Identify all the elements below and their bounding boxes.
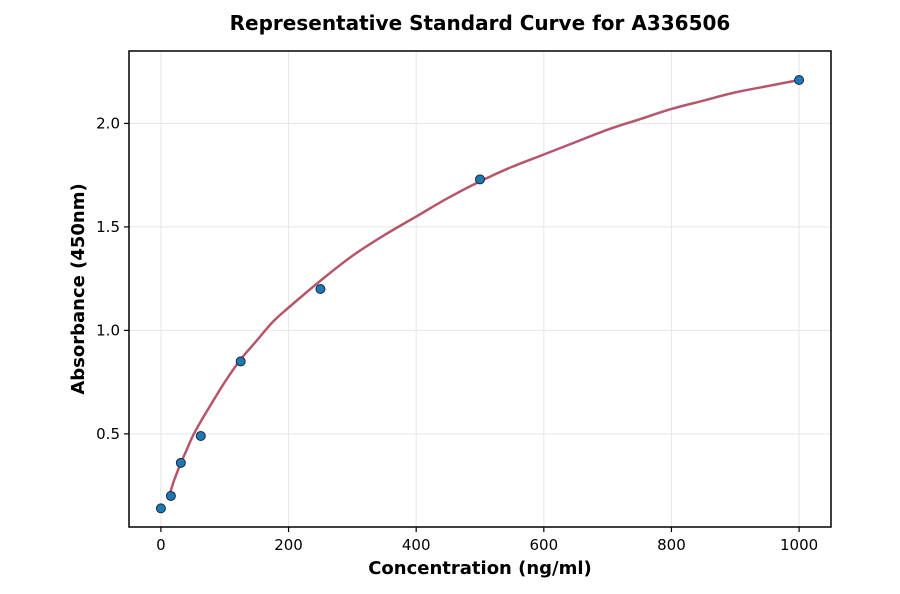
y-axis-ticks: 0.5 1.0 1.5 2.0: [96, 114, 129, 443]
data-point: [175, 457, 186, 468]
data-point: [155, 503, 166, 514]
x-tick-label: 0: [156, 536, 166, 554]
plot-frame: [128, 50, 832, 528]
y-tick-label: 1.5: [96, 218, 120, 236]
y-axis-label: Absorbance (450nm): [68, 183, 89, 394]
x-tick-label: 800: [657, 536, 686, 554]
x-tick-label: 400: [402, 536, 431, 554]
x-axis-ticks: 0 200 400 600 800 1000: [156, 527, 818, 554]
grid: [129, 51, 831, 527]
y-tick-label: 2.0: [96, 114, 120, 132]
fit-curve: [169, 78, 800, 493]
data-point: [794, 74, 805, 85]
x-axis-label: Concentration (ng/ml): [368, 558, 592, 579]
fit-curve-layer: [169, 78, 800, 493]
chart-title: Representative Standard Curve for A33650…: [230, 11, 731, 35]
data-point: [235, 356, 246, 367]
data-point: [195, 430, 206, 441]
x-tick-label: 600: [529, 536, 558, 554]
data-point: [315, 284, 326, 294]
data-point: [165, 490, 176, 501]
x-tick-label: 200: [274, 536, 303, 554]
data-point: [475, 174, 485, 185]
x-tick-label: 1000: [780, 536, 818, 554]
y-tick-label: 0.5: [96, 425, 120, 443]
y-tick-label: 1.0: [96, 321, 120, 339]
data-points-layer: [155, 74, 805, 514]
